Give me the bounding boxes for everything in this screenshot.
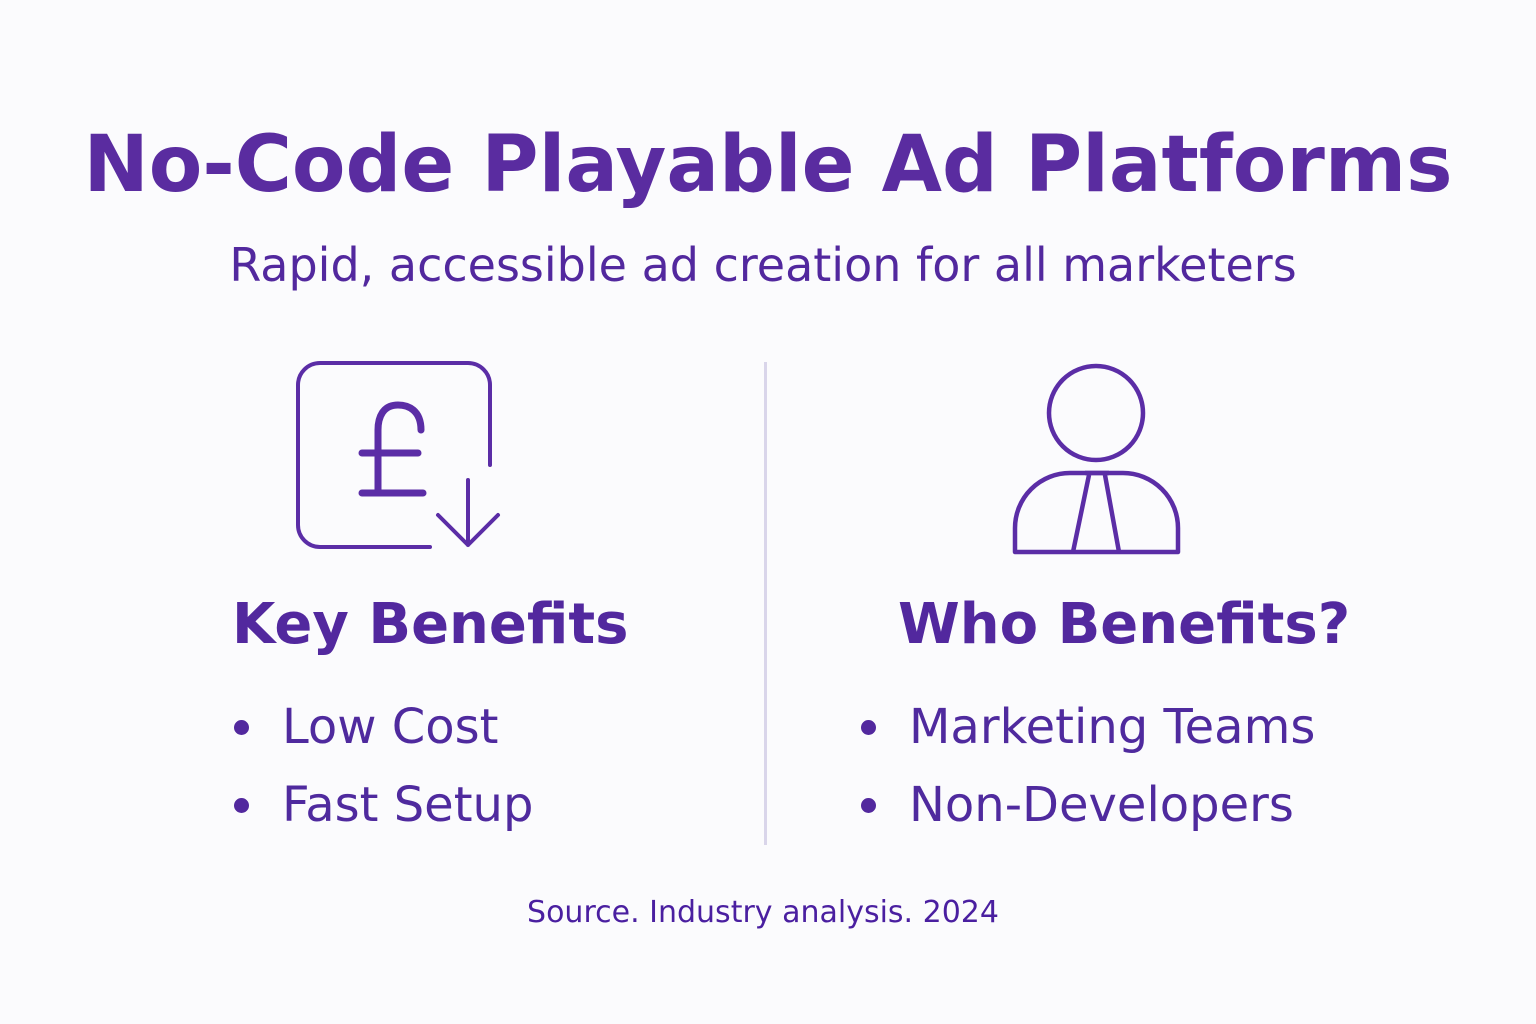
bullet-icon <box>861 719 876 735</box>
who-benefits-list: Marketing Teams Non-Developers <box>859 688 1315 844</box>
column-divider <box>764 362 767 845</box>
key-benefits-list: Low Cost Fast Setup <box>232 688 533 844</box>
who-benefits-heading: Who Benefits? <box>898 592 1351 657</box>
bullet-icon <box>234 797 249 813</box>
key-benefits-heading: Key Benefits <box>232 592 629 657</box>
list-item: Low Cost <box>232 688 533 766</box>
bullet-icon <box>861 797 876 813</box>
list-item-label: Marketing Teams <box>909 699 1316 755</box>
list-item-label: Low Cost <box>282 699 499 755</box>
bullet-icon <box>234 719 249 735</box>
source-note: Source. Industry analysis. 2024 <box>527 895 999 930</box>
list-item: Non-Developers <box>859 766 1315 844</box>
list-item-label: Fast Setup <box>282 777 534 833</box>
list-item: Fast Setup <box>232 766 533 844</box>
list-item: Marketing Teams <box>859 688 1315 766</box>
list-item-label: Non-Developers <box>909 777 1294 833</box>
page-title: No-Code Playable Ad Platforms <box>83 120 1453 210</box>
person-tie-icon <box>1012 363 1181 555</box>
page-subtitle: Rapid, accessible ad creation for all ma… <box>229 238 1297 292</box>
pound-cost-down-icon <box>296 361 500 549</box>
